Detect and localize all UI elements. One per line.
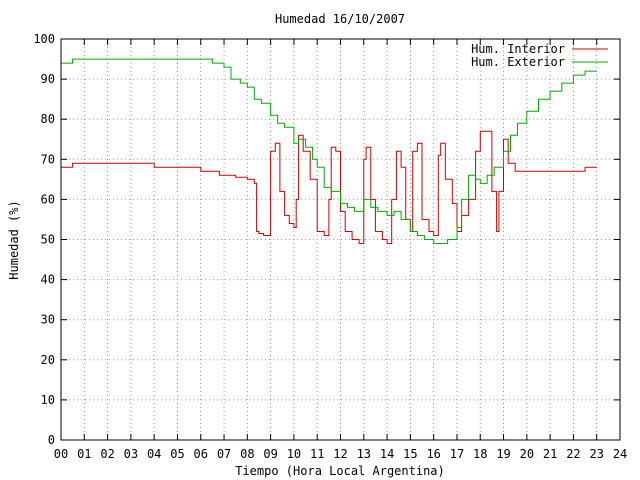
x-tick-label: 13 <box>357 447 371 461</box>
x-tick-label: 24 <box>613 447 627 461</box>
x-tick-label: 05 <box>170 447 184 461</box>
x-tick-label: 02 <box>100 447 114 461</box>
x-tick-label: 14 <box>380 447 394 461</box>
y-tick-label: 40 <box>41 273 55 287</box>
y-tick-label: 30 <box>41 313 55 327</box>
plot-frame <box>60 38 621 441</box>
y-axis: 0 10 20 30 40 50 60 70 80 90 100 <box>33 32 620 447</box>
y-tick-label: 100 <box>33 32 55 46</box>
y-tick-label: 50 <box>41 233 55 247</box>
x-tick-label: 07 <box>217 447 231 461</box>
y-tick-label: 70 <box>41 152 55 166</box>
x-tick-label: 23 <box>589 447 603 461</box>
x-tick-label: 08 <box>240 447 254 461</box>
y-tick-label: 90 <box>41 72 55 86</box>
x-tick-label: 09 <box>263 447 277 461</box>
x-tick-label: 22 <box>566 447 580 461</box>
x-tick-label: 18 <box>473 447 487 461</box>
x-tick-label: 19 <box>496 447 510 461</box>
legend-label: Hum. Exterior <box>471 55 565 69</box>
series-line-hum-interior <box>61 130 597 244</box>
x-tick-label: 01 <box>77 447 91 461</box>
y-tick-label: 20 <box>41 353 55 367</box>
chart-title: Humedad 16/10/2007 <box>275 12 405 26</box>
y-tick-label: 80 <box>41 112 55 126</box>
legend-label: Hum. Interior <box>471 42 565 56</box>
y-axis-label: Humedad (%) <box>7 200 21 279</box>
x-tick-label: 21 <box>543 447 557 461</box>
x-tick-label: 17 <box>450 447 464 461</box>
series-layer <box>61 58 597 244</box>
x-tick-label: 20 <box>520 447 534 461</box>
y-tick-label: 10 <box>41 393 55 407</box>
x-tick-label: 04 <box>147 447 161 461</box>
x-axis-label: Tiempo (Hora Local Argentina) <box>235 464 445 478</box>
x-tick-label: 03 <box>124 447 138 461</box>
x-tick-label: 11 <box>310 447 324 461</box>
y-tick-label: 60 <box>41 192 55 206</box>
x-tick-label: 10 <box>287 447 301 461</box>
series-line-hum-exterior <box>61 58 597 244</box>
x-tick-label: 06 <box>194 447 208 461</box>
x-tick-label: 16 <box>426 447 440 461</box>
x-tick-label: 12 <box>333 447 347 461</box>
y-tick-label: 0 <box>48 433 55 447</box>
x-tick-label: 15 <box>403 447 417 461</box>
x-tick-label: 00 <box>54 447 68 461</box>
x-axis: 00 01 02 03 04 05 06 07 08 09 10 11 12 13 14 15 16 17 18 19… <box>54 39 627 461</box>
